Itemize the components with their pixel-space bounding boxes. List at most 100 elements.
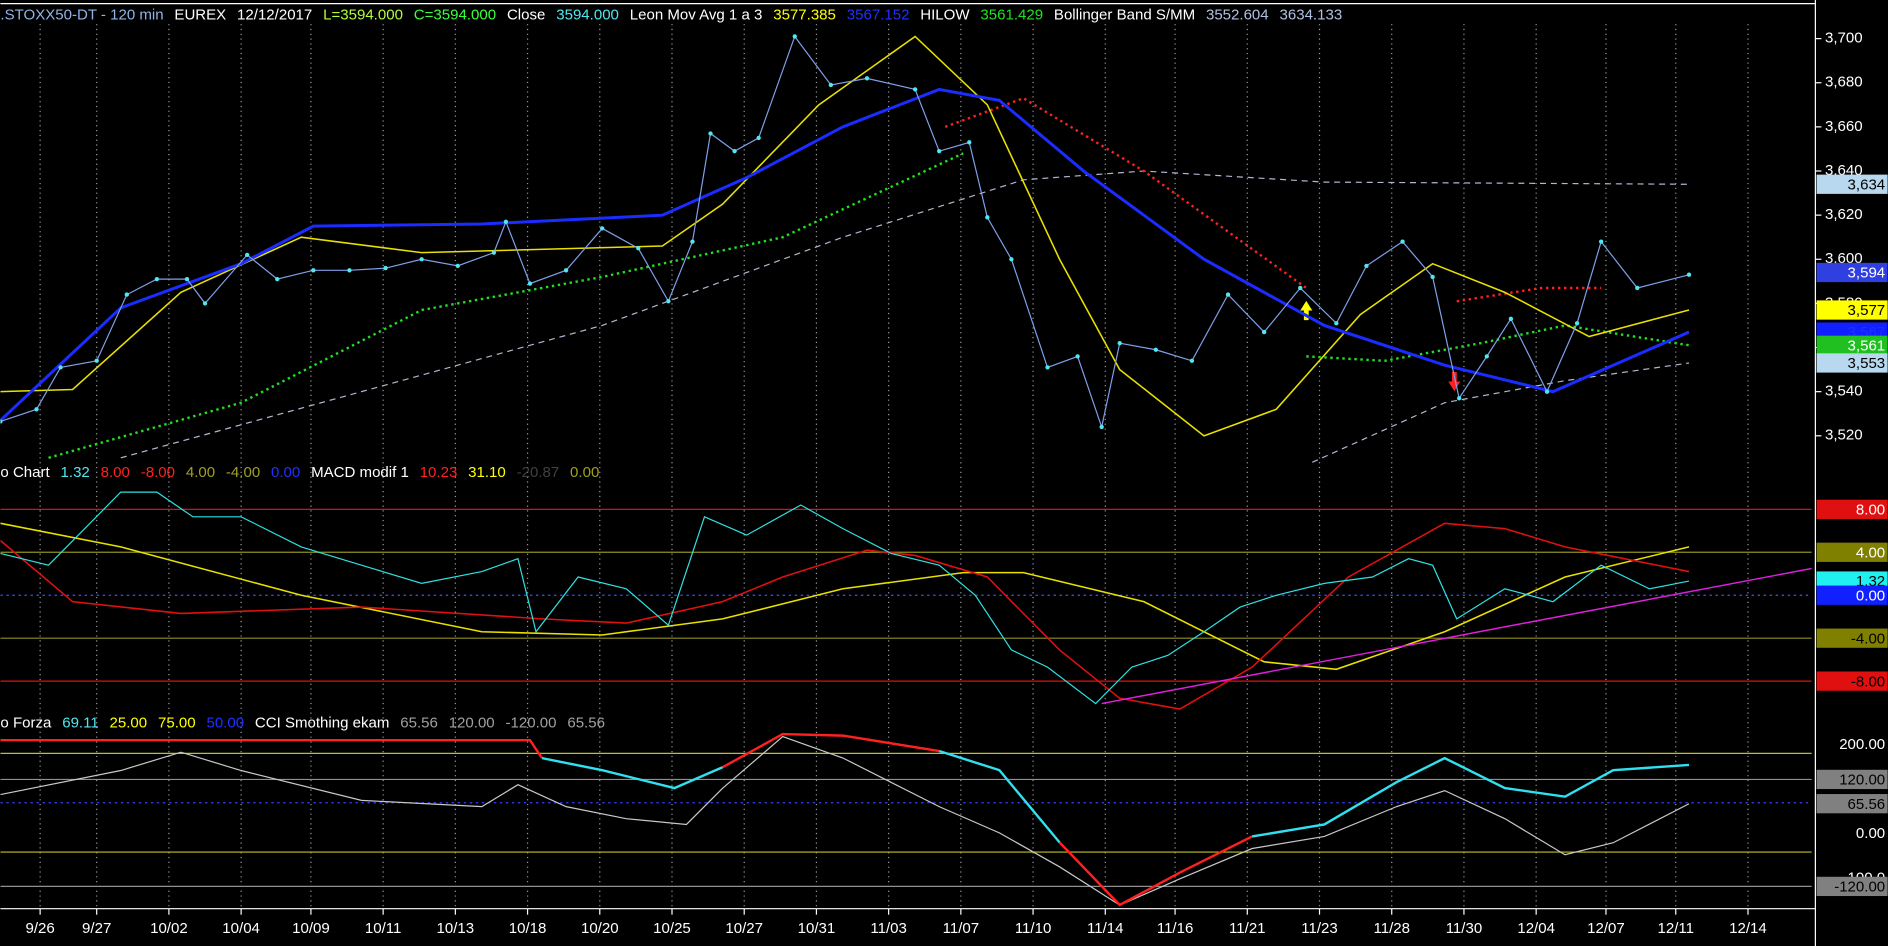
price-dot xyxy=(244,252,250,258)
header-item: -20.87 xyxy=(517,464,560,481)
x-tick-label: 10/04 xyxy=(222,920,260,937)
price-dot xyxy=(275,276,280,282)
x-tick-label: 10/31 xyxy=(798,920,836,937)
panel-header: o Chart 1.32 8.00 -8.00 4.00 -4.00 0.00 MACD mo… xyxy=(0,464,599,481)
price-dot xyxy=(311,268,316,273)
y-tick-label: 3,520 xyxy=(1825,427,1863,444)
price-dot xyxy=(1117,340,1122,346)
header-item: C=3594.000 xyxy=(414,7,496,24)
price-dot xyxy=(690,239,695,244)
value-badge xyxy=(1816,353,1888,373)
x-tick-label: 11/30 xyxy=(1446,920,1483,937)
header-item: 4.00 xyxy=(186,464,215,481)
header-item: 12/12/2017 xyxy=(237,7,312,24)
y-tick-label: 3,660 xyxy=(1825,118,1863,135)
value-badge-label: 200.00 xyxy=(1839,736,1885,753)
price-dot xyxy=(1045,365,1050,370)
price-dot xyxy=(708,131,713,136)
price-dot xyxy=(1686,272,1692,277)
value-badge-label: 120.00 xyxy=(1839,772,1885,789)
price-dot xyxy=(383,265,388,271)
header-item: EUREX xyxy=(174,7,226,24)
price-dot xyxy=(419,257,424,262)
price-dot xyxy=(1508,316,1514,322)
series-line xyxy=(0,732,1253,907)
value-badge xyxy=(1816,499,1888,519)
x-tick-label: 10/25 xyxy=(653,920,691,937)
header-item: 50.00 xyxy=(206,714,244,731)
price-dot xyxy=(1009,257,1014,262)
header-item: 3567.152 xyxy=(847,7,910,24)
value-badge-label: 0.00 xyxy=(1856,825,1885,842)
buy-arrow xyxy=(1300,300,1313,321)
price-dot xyxy=(792,34,797,39)
x-tick-label: 11/07 xyxy=(943,920,980,937)
header-item: Bollinger Band S/MM xyxy=(1054,7,1195,24)
value-badge-label: -120.00 xyxy=(1834,879,1885,896)
value-badge xyxy=(1816,769,1888,790)
x-tick-label: 10/27 xyxy=(725,920,763,937)
value-badge-label: 3,594 xyxy=(1848,265,1886,282)
series-line xyxy=(0,87,1690,422)
price-dot xyxy=(1334,321,1339,326)
price-dot xyxy=(666,299,671,304)
header-item: 3577.385 xyxy=(773,7,836,24)
value-badge-label: 0.00 xyxy=(1856,587,1885,604)
price-dot xyxy=(0,419,3,424)
value-badge xyxy=(1816,300,1888,320)
value-badge xyxy=(1816,542,1888,562)
price-dot xyxy=(967,140,972,145)
series-line xyxy=(0,491,1690,705)
value-badge xyxy=(1816,876,1888,897)
series-line xyxy=(1101,567,1812,705)
header-item: HILOW xyxy=(920,7,970,24)
header-item: 120.00 xyxy=(449,714,495,731)
x-tick-label: 9/26 xyxy=(25,920,54,937)
price-dot xyxy=(756,135,761,141)
y-tick-label: 3,540 xyxy=(1825,383,1863,400)
header-item: 75.00 xyxy=(158,714,196,731)
price-dot xyxy=(1430,274,1435,280)
value-badge xyxy=(1816,262,1888,283)
header-item: .STOXX50-DT - 120 min xyxy=(0,7,163,24)
price-dot xyxy=(124,292,129,297)
x-tick-label: 11/23 xyxy=(1301,920,1338,937)
price-dot xyxy=(636,246,641,251)
header-item: 1.32 xyxy=(61,464,90,481)
x-tick-label: 12/11 xyxy=(1658,920,1695,937)
x-tick-label: 10/18 xyxy=(509,920,547,937)
panel-header: .STOXX50-DT - 120 min EUREX 12/12/2017 L=35… xyxy=(0,7,1342,24)
value-badge-label: 3,561 xyxy=(1848,337,1886,354)
value-badge-label: 3,634 xyxy=(1848,176,1886,193)
header-item: 25.00 xyxy=(110,714,148,731)
price-dot xyxy=(94,358,99,363)
series-line xyxy=(120,170,1690,459)
price-dot xyxy=(985,215,990,220)
value-badge xyxy=(1816,335,1888,355)
series-line xyxy=(48,152,1690,459)
price-dot xyxy=(1544,389,1550,394)
value-badge-label: 65.56 xyxy=(1848,796,1886,813)
x-tick-label: 10/20 xyxy=(581,920,619,937)
price-dot xyxy=(1635,285,1640,291)
header-item: Leon Mov Avg 1 a 3 xyxy=(630,7,763,24)
price-dot xyxy=(34,407,39,412)
value-badge-label: 4.00 xyxy=(1856,544,1885,561)
header-item: o Forza xyxy=(0,714,52,731)
price-dot xyxy=(184,276,190,282)
panel xyxy=(0,34,1692,463)
header-item: CCI Smothing ekam xyxy=(255,714,390,731)
price-dot xyxy=(1099,424,1104,430)
header-item: -4.00 xyxy=(226,464,260,481)
value-badge-label: -8.00 xyxy=(1851,673,1885,690)
price-dot xyxy=(1189,358,1195,363)
price-dot xyxy=(202,301,208,306)
price-dot xyxy=(937,148,942,154)
x-tick-label: 11/16 xyxy=(1157,920,1194,937)
price-dot xyxy=(828,82,834,88)
x-tick-label: 10/13 xyxy=(437,920,475,937)
price-dot xyxy=(1400,239,1405,244)
x-tick-label: 12/07 xyxy=(1587,920,1625,937)
price-dot xyxy=(600,226,605,231)
